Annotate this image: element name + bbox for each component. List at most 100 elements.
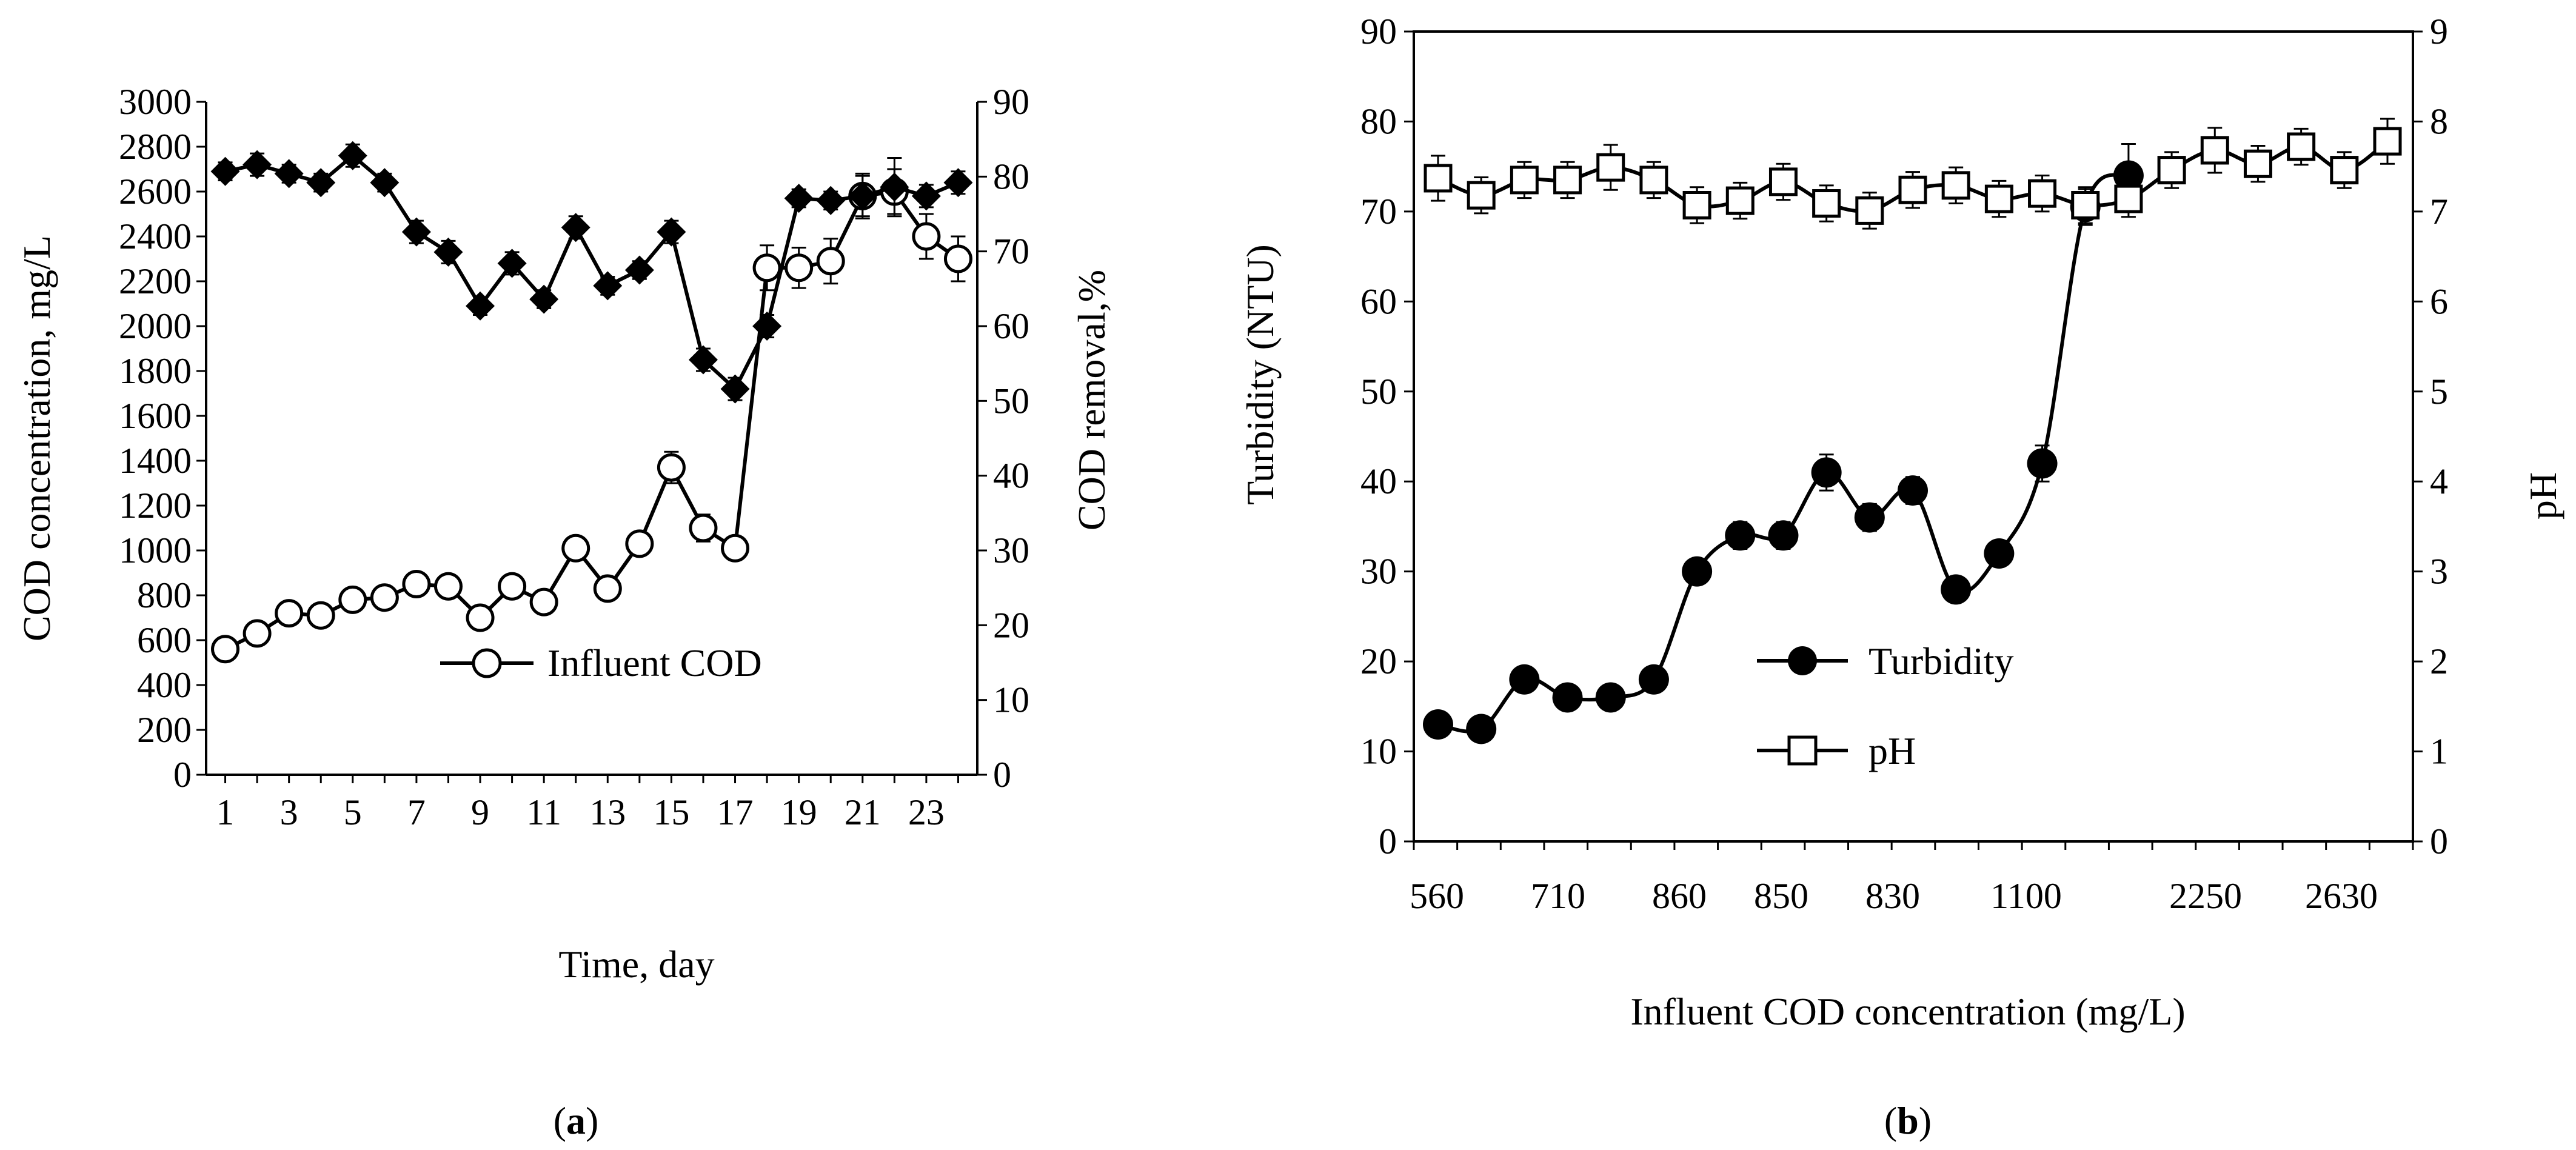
series-turbidity-point [1423, 709, 1453, 740]
series-influent-cod-point [211, 635, 240, 664]
series-ph-point [2071, 190, 2100, 219]
panel-b-xlabel: Influent COD concentration (mg/L) [1630, 990, 2185, 1033]
panel-b-y2tick-label: 4 [2430, 461, 2448, 501]
series-cod-removal-point [784, 184, 814, 213]
series-cod-removal-line [224, 153, 959, 391]
series-cod-removal-point [624, 255, 654, 285]
legend-ph-marker [1787, 735, 1818, 766]
panel-a-y2tick-label: 10 [993, 680, 1029, 720]
panel-b-ytick-label: 20 [1360, 641, 1397, 681]
panel-b-xtick-label: 850 [1754, 876, 1808, 916]
series-turbidity-line [1437, 173, 2130, 734]
panel-a-ytick-label: 2000 [119, 306, 192, 346]
series-ph-point [1855, 196, 1884, 225]
series-influent-cod-point [338, 585, 367, 614]
series-turbidity-point [1682, 556, 1713, 587]
panel-b-y2tick-label: 1 [2430, 732, 2448, 772]
series-ph-point [2114, 184, 2143, 213]
series-influent-cod-point [752, 253, 781, 282]
panel-a-ytick-label: 800 [137, 575, 192, 615]
series-influent-cod-point [721, 533, 750, 563]
series-ph-point [1812, 189, 1841, 218]
panel-a-y2tick-label: 60 [993, 306, 1029, 346]
panel-b-xtick-label: 860 [1652, 876, 1707, 916]
panel-a-ytick-label: 0 [173, 755, 192, 795]
series-cod-removal-point [497, 249, 527, 278]
panel-a-xtick-label: 13 [589, 792, 626, 832]
panel-b-y2tick-label: 8 [2430, 101, 2448, 141]
panel-b-ytick-label: 70 [1360, 192, 1397, 232]
series-ph-point [2373, 127, 2402, 156]
panel-b-xtick-label: 560 [1410, 876, 1464, 916]
series-influent-cod-point [433, 572, 463, 601]
legend-turbidity-marker [1788, 646, 1817, 675]
series-cod-removal-point [657, 217, 686, 247]
panel-a-xtick-label: 11 [526, 792, 561, 832]
legend-influent-cod-marker [472, 648, 502, 678]
series-turbidity-point [1984, 538, 2015, 569]
series-cod-removal-point [848, 181, 877, 211]
panel-a-y2tick-label: 0 [993, 755, 1011, 795]
series-influent-cod-point [370, 583, 399, 612]
series-cod-removal-point [210, 156, 240, 186]
panel-b-plot-frame [1413, 30, 2414, 843]
series-cod-removal-point [401, 217, 431, 247]
series-turbidity-point [1466, 714, 1497, 744]
panel-a: 0200400600800100012001400160018002000220… [15, 82, 1113, 1142]
series-turbidity-point [1552, 682, 1583, 713]
series-cod-removal-point [688, 345, 718, 375]
series-ph-point [1467, 181, 1496, 210]
series-influent-cod-point [561, 533, 590, 563]
panel-b-xtick-label: 1100 [1990, 876, 2062, 916]
panel-a-y2tick-label: 40 [993, 456, 1029, 496]
series-cod-removal-point [752, 312, 782, 341]
panel-b-y2tick-label: 3 [2430, 552, 2448, 592]
series-influent-cod-point [625, 529, 654, 558]
panel-a-xtick-label: 7 [407, 792, 426, 832]
panel-a-xlabel: Time, day [558, 943, 714, 986]
series-ph-point [2287, 132, 2316, 161]
panel-a-ytick-label: 1600 [119, 396, 192, 436]
series-cod-removal-point [274, 159, 304, 189]
panel-a-ytick-label: 400 [137, 665, 192, 705]
series-ph-point [1553, 165, 1582, 195]
panel-a-y2tick-label: 20 [993, 605, 1029, 645]
panel-a-xtick-label: 5 [344, 792, 362, 832]
panel-b-xtick-label: 710 [1531, 876, 1585, 916]
series-ph-point [1639, 165, 1668, 195]
panel-b-ytick-label: 10 [1360, 732, 1397, 772]
panel-b-xtick-label: 830 [1865, 876, 1920, 916]
series-ph-point [1682, 190, 1711, 219]
panel-a-xtick-label: 3 [280, 792, 298, 832]
panel-a-ytick-label: 2600 [119, 172, 192, 212]
series-cod-removal-point [243, 150, 272, 179]
panel-a-ytick-label: 2400 [119, 216, 192, 256]
series-influent-cod-point [943, 244, 972, 273]
panel-a-caption: (a) [554, 1099, 599, 1142]
legend-ph-label: pH [1868, 729, 1916, 772]
panel-a-axes [205, 102, 979, 776]
series-cod-removal-point [338, 141, 367, 170]
series-cod-removal-point [529, 284, 559, 314]
panel-a-y2tick-label: 80 [993, 156, 1029, 196]
series-influent-cod-point [689, 513, 718, 543]
series-ph-point [1510, 165, 1539, 195]
series-ph-point [1768, 167, 1798, 196]
series-ph-point [2330, 156, 2359, 185]
series-influent-cod-point [657, 453, 686, 482]
series-influent-cod-point [785, 253, 814, 282]
panel-a-ytick-label: 1200 [119, 486, 192, 526]
series-ph-point [1941, 171, 1970, 200]
panel-a-xtick-label: 1 [216, 792, 235, 832]
panel-a-ytick-label: 1800 [119, 351, 192, 391]
panel-a-xtick-label: 23 [908, 792, 945, 832]
series-turbidity-point [1854, 502, 1885, 533]
panel-b-ytick-label: 30 [1360, 552, 1397, 592]
legend-influent-cod-label: Influent COD [547, 641, 762, 684]
panel-b-letter: b [1897, 1099, 1919, 1142]
series-ph-point [1984, 184, 2013, 213]
panel-a-xtick-label: 17 [717, 792, 754, 832]
panel-a-xtick-label: 15 [653, 792, 689, 832]
